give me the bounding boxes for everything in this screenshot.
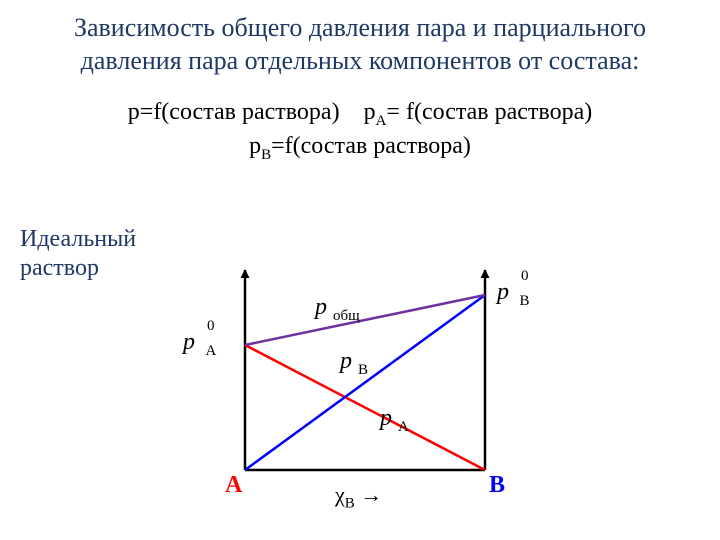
label-pA0-p: p bbox=[183, 329, 195, 355]
label-pA0-sup: 0 bbox=[207, 318, 215, 334]
title-line2: давления пара отдельных компонентов от с… bbox=[81, 46, 640, 75]
ideal-solution-label: Идеальный раствор bbox=[20, 225, 136, 283]
label-pB-sub: B bbox=[358, 362, 368, 378]
label-p-total: p общ bbox=[315, 294, 360, 325]
label-pB0-sub: B bbox=[520, 293, 530, 309]
chi-symbol: χ bbox=[335, 482, 345, 507]
label-pA: p A bbox=[380, 405, 409, 436]
formula2-sub: A bbox=[376, 113, 387, 129]
formula3-sub: B bbox=[261, 147, 271, 163]
label-pA-p: p bbox=[380, 405, 392, 431]
formula2-rest: = f(состав раствора) bbox=[386, 99, 592, 125]
corner-A: A bbox=[225, 472, 242, 499]
chi-sub: B bbox=[345, 495, 355, 511]
label-pA-sub: A bbox=[398, 419, 409, 435]
ideal-line2: раствор bbox=[20, 255, 99, 281]
vapor-pressure-diagram: p 0 A p 0 B p общ p B p A A B χB → bbox=[175, 250, 545, 520]
label-pB: p B bbox=[340, 348, 368, 379]
label-pB-p: p bbox=[340, 348, 352, 374]
corner-A-text: A bbox=[225, 472, 242, 498]
formula1: p=f(состав раствора) bbox=[128, 99, 340, 125]
label-p-total-p: p bbox=[315, 294, 327, 320]
slide-title: Зависимость общего давления пара и парци… bbox=[0, 0, 720, 81]
formula3-rest: =f(состав раствора) bbox=[271, 133, 471, 159]
arrow-icon: → bbox=[360, 482, 382, 507]
formula2-p: p bbox=[364, 99, 376, 125]
label-pB0-sup: 0 bbox=[521, 268, 529, 284]
formula3-p: p bbox=[249, 133, 261, 159]
label-pA0-sub: A bbox=[206, 343, 217, 359]
corner-B-text: B bbox=[489, 472, 505, 498]
label-pB0: p 0 B bbox=[497, 278, 539, 310]
ideal-line1: Идеальный bbox=[20, 226, 136, 252]
label-pA0: p 0 A bbox=[183, 328, 225, 360]
corner-B: B bbox=[489, 472, 505, 499]
label-p-total-sub: общ bbox=[333, 308, 360, 324]
formula-block: p=f(состав раствора) pA= f(состав раство… bbox=[0, 97, 720, 166]
x-axis-label: χB → bbox=[335, 482, 382, 512]
title-line1: Зависимость общего давления пара и парци… bbox=[74, 13, 646, 42]
label-pB0-p: p bbox=[497, 279, 509, 305]
